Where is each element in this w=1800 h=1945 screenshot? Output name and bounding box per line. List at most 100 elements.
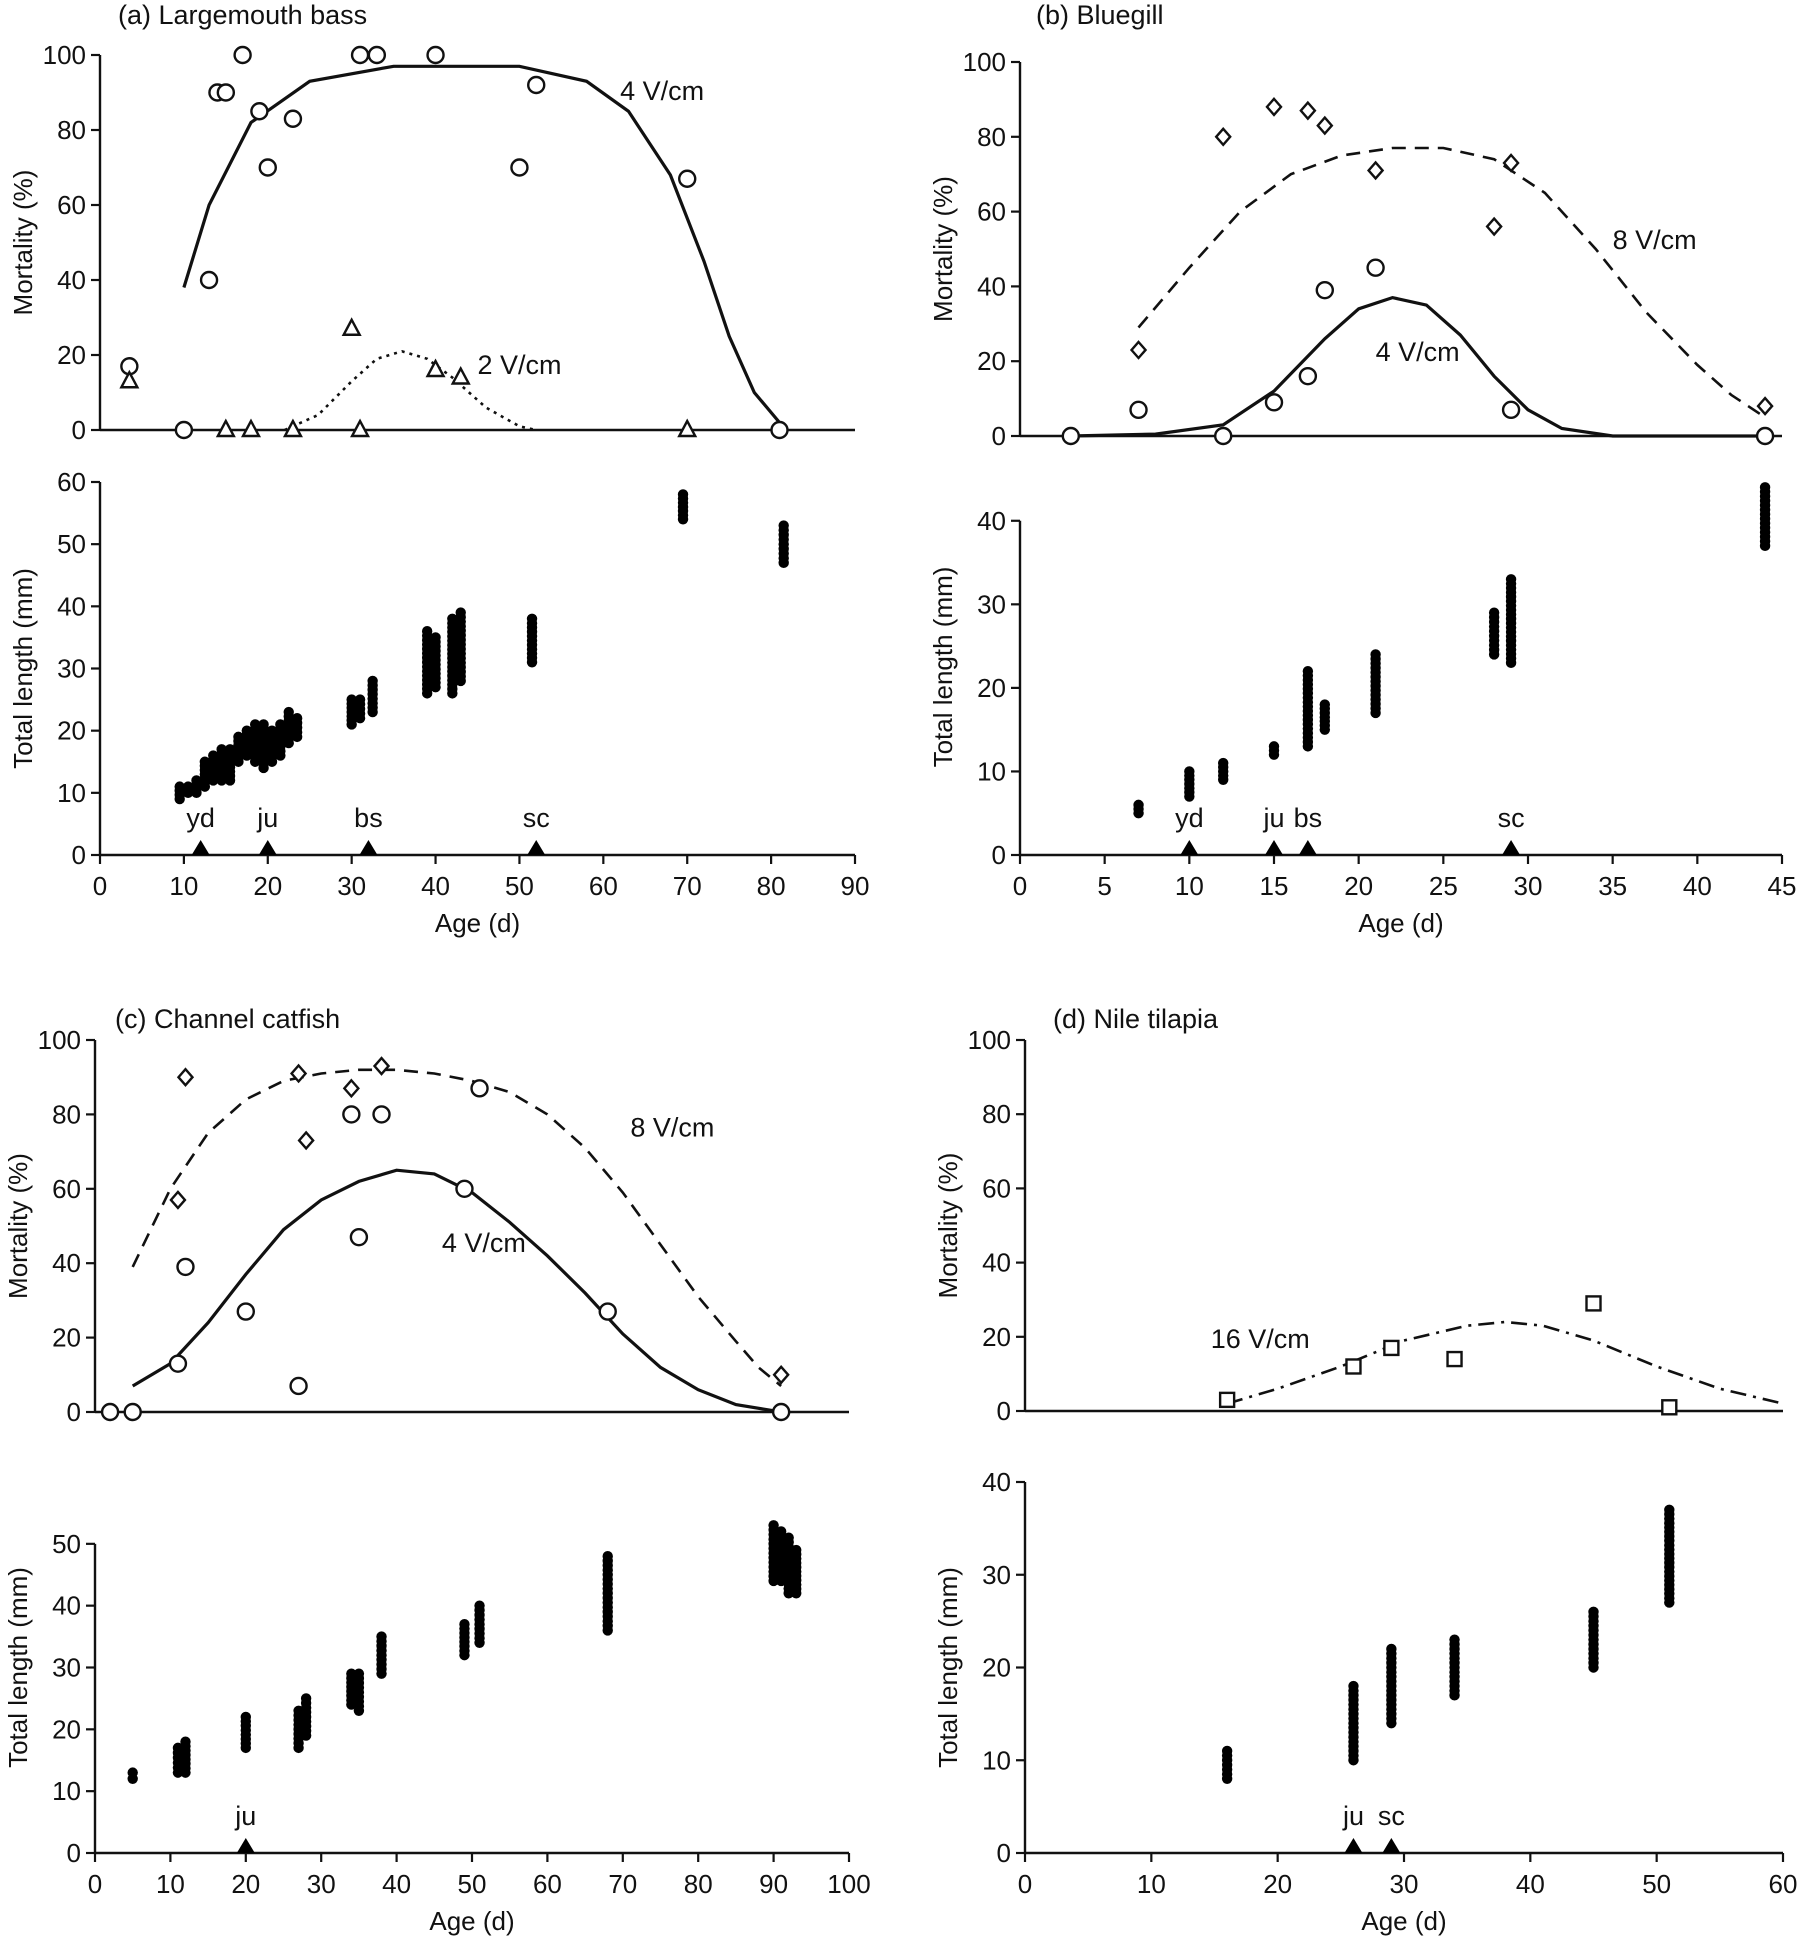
data-point-diamond [342, 1078, 360, 1099]
data-point-circle [283, 109, 303, 128]
mortality-panel: 0 20 40 60 80 100 Mortality (%) 16 V/cm [933, 1025, 1784, 1426]
data-point-circle [250, 102, 269, 121]
length-point [367, 675, 378, 687]
length-point [127, 1767, 138, 1778]
y-tick-label: 20 [977, 346, 1006, 376]
x-tick-label: 0 [1013, 871, 1027, 901]
length-point [1488, 607, 1500, 618]
data-point-diamond [176, 1067, 195, 1088]
data-point-circle [372, 1105, 391, 1124]
curve-label: 4 V/cm [442, 1228, 526, 1258]
x-tick-label: 90 [841, 871, 870, 901]
length-point [353, 1668, 365, 1679]
x-tick-label: 0 [93, 871, 107, 901]
length-point [768, 1520, 779, 1531]
length-point [346, 694, 357, 705]
length-point [1302, 665, 1314, 677]
x-tick-label: 50 [1642, 1869, 1671, 1899]
data-point-circle [1213, 426, 1233, 446]
length-point [191, 775, 202, 786]
data-point-diamond [1485, 216, 1503, 237]
y-tick-label: 20 [977, 673, 1006, 703]
data-point-triangle [215, 418, 236, 438]
y-tick-label: 10 [977, 756, 1006, 786]
data-point-circle [598, 1302, 617, 1321]
y-tick-label: 80 [57, 115, 86, 145]
data-point-square [1661, 1399, 1678, 1416]
data-point-circle [1061, 426, 1081, 446]
curve-dashed [1137, 146, 1766, 419]
data-point-circle [1264, 393, 1284, 412]
y-tick-label: 40 [52, 1591, 81, 1621]
x-tick-label: 15 [1260, 871, 1289, 901]
x-tick-label: 20 [1263, 1869, 1292, 1899]
x-tick-label: 60 [589, 871, 618, 901]
data-point-circle [1366, 258, 1385, 277]
stage-marker [1502, 840, 1521, 855]
x-tick-label: 10 [169, 871, 198, 901]
length-point [447, 613, 458, 624]
x-tick-label: 20 [1344, 871, 1373, 901]
curve-label: 16 V/cm [1211, 1324, 1310, 1354]
data-point-circle [289, 1376, 308, 1396]
stage-label: sc [1378, 1801, 1405, 1831]
length-point [216, 744, 227, 755]
y-tick-label: 0 [992, 840, 1006, 870]
x-tick-label: 70 [673, 871, 702, 901]
x-axis-label: Age (d) [1361, 1906, 1446, 1936]
length-point [291, 713, 303, 724]
y-tick-label: 0 [992, 421, 1006, 451]
y-tick-label: 10 [52, 1776, 81, 1806]
y-axis-label: Mortality (%) [8, 170, 38, 316]
x-tick-label: 10 [156, 1869, 185, 1899]
stage-label: sc [523, 803, 550, 833]
length-point [300, 1693, 312, 1704]
stage-marker [359, 840, 378, 855]
data-point-triangle [425, 358, 446, 378]
stage-marker [258, 840, 277, 855]
curve-dotted [284, 349, 537, 432]
y-tick-label: 10 [57, 778, 86, 808]
x-tick-label: 40 [382, 1869, 411, 1899]
length-point [275, 719, 286, 730]
mortality-panel: 0 20 40 60 80 100 Mortality (%) 8 V/cm 4 V/cm [928, 47, 1782, 451]
data-point-circle [176, 1257, 195, 1277]
length-point [430, 632, 441, 643]
y-tick-label: 40 [52, 1248, 81, 1278]
x-tick-label: 80 [684, 1869, 713, 1899]
y-tick-label: 0 [997, 1396, 1011, 1426]
y-tick-label: 20 [52, 1323, 81, 1353]
y-axis-label: Total length (mm) [928, 567, 958, 768]
length-point [474, 1600, 485, 1611]
y-tick-label: 80 [977, 122, 1006, 152]
stage-marker [1265, 840, 1283, 855]
data-point-diamond [1316, 115, 1334, 136]
length-point [1588, 1606, 1599, 1618]
length-point [266, 725, 278, 736]
x-tick-label: 25 [1429, 871, 1458, 901]
length-point [376, 1631, 387, 1642]
data-point-circle [1315, 280, 1335, 300]
curve-label: 2 V/cm [478, 350, 562, 380]
y-axis-label: Total length (mm) [8, 568, 38, 769]
data-point-diamond [1265, 97, 1283, 117]
x-tick-label: 40 [1683, 871, 1712, 901]
y-tick-label: 30 [977, 589, 1006, 619]
data-point-diamond [297, 1130, 315, 1151]
data-point-circle [678, 169, 697, 188]
y-tick-label: 10 [982, 1745, 1011, 1775]
x-tick-label: 10 [1175, 871, 1204, 901]
data-point-circle [233, 45, 252, 65]
length-point [455, 607, 466, 618]
length-point [1184, 766, 1195, 777]
x-tick-label: 35 [1598, 871, 1627, 901]
x-tick-label: 80 [757, 871, 786, 901]
data-point-diamond [1502, 153, 1520, 173]
x-tick-label: 40 [421, 871, 450, 901]
data-point-circle [1501, 400, 1521, 420]
length-point [224, 744, 236, 755]
stage-label: ju [256, 803, 278, 833]
length-point [791, 1544, 802, 1556]
x-tick-label: 60 [533, 1869, 562, 1899]
